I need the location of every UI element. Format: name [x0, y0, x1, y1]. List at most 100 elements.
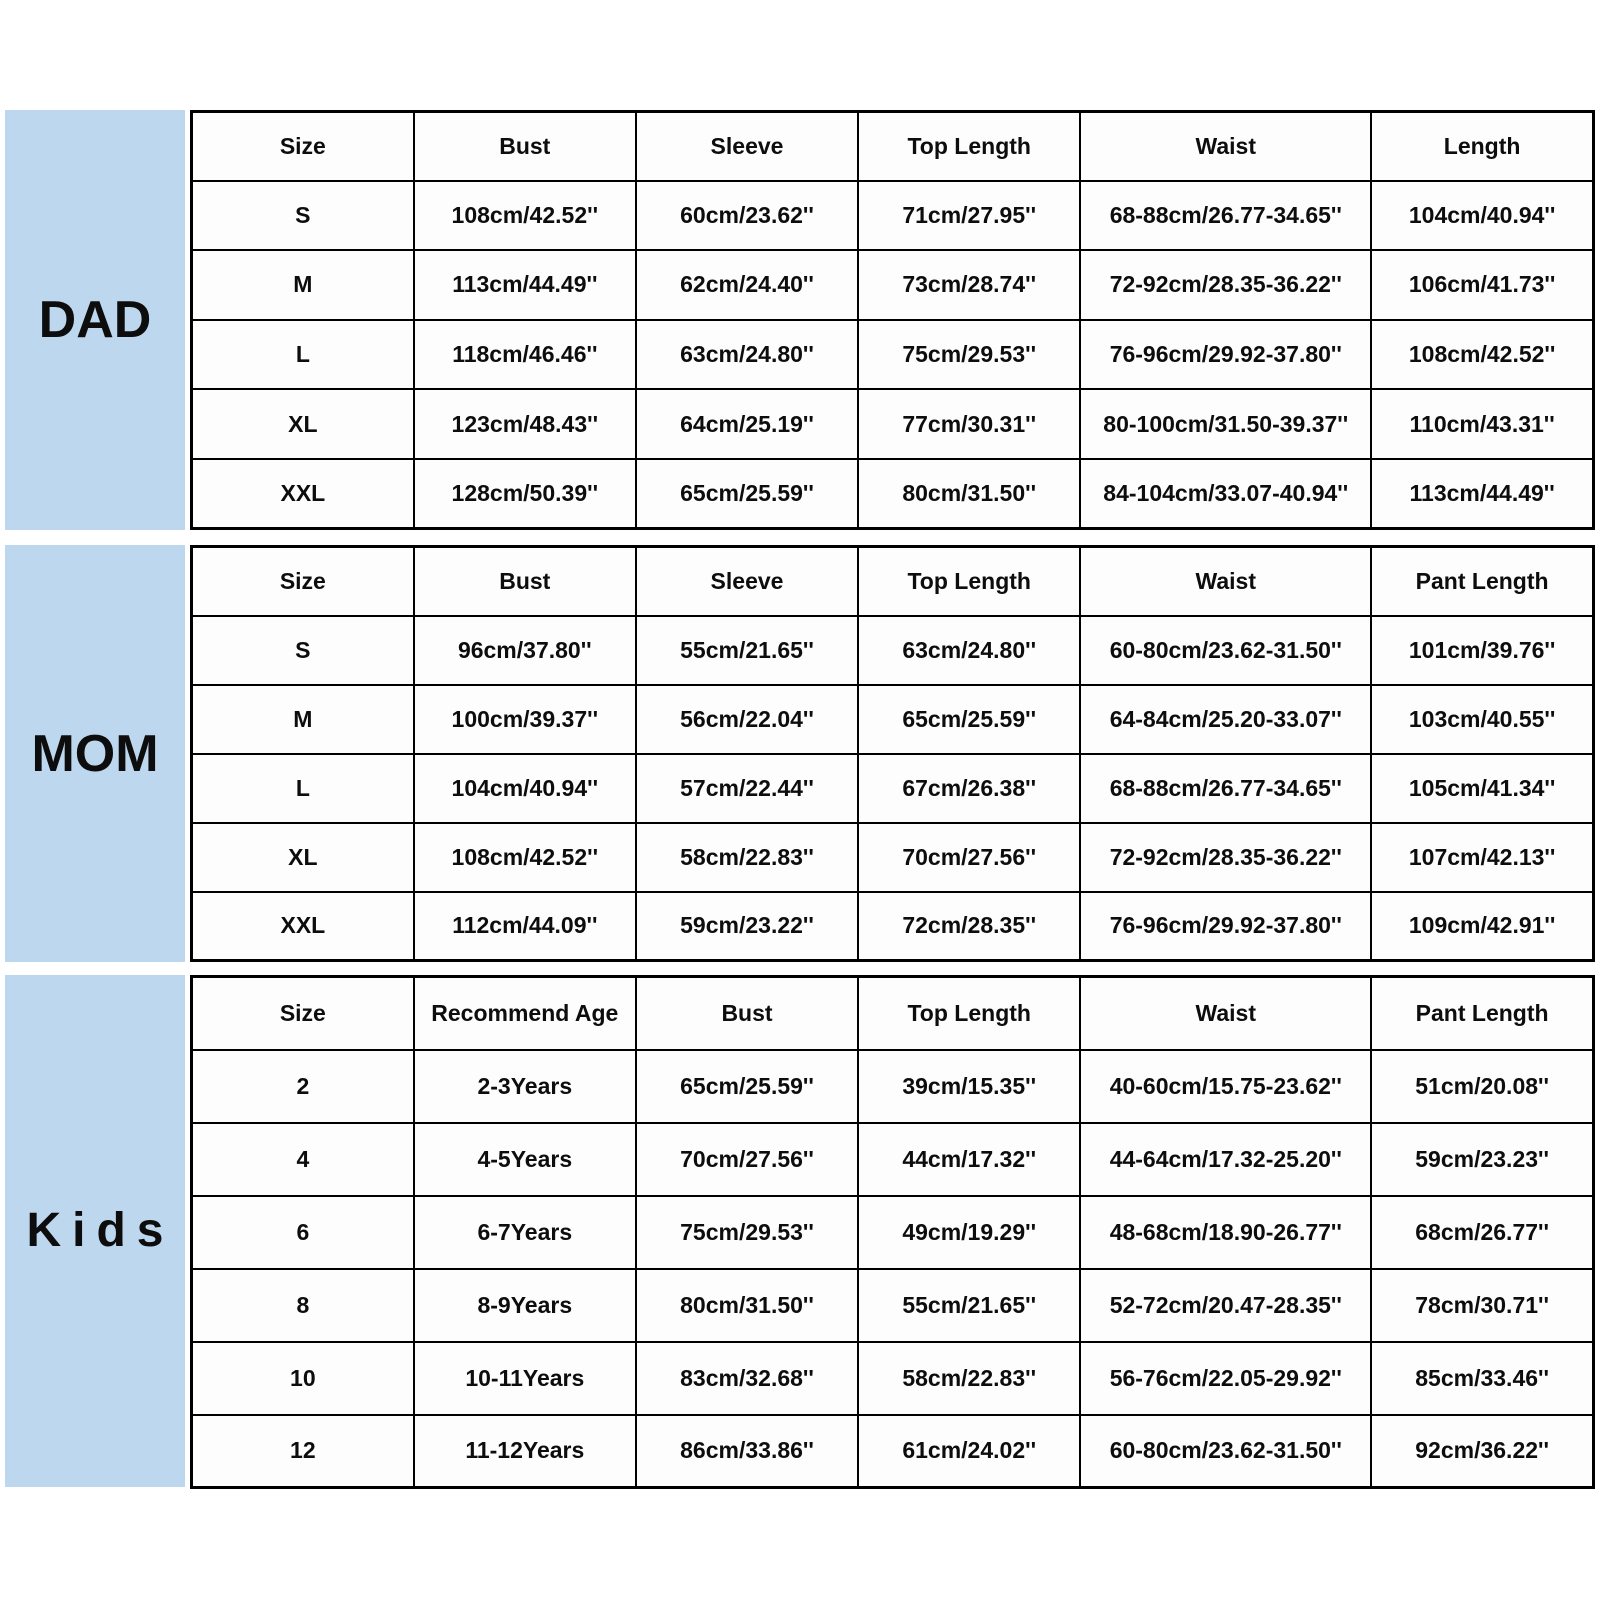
column-header: Bust: [634, 975, 860, 1051]
measurement-cell: 44cm/17.32'': [857, 1121, 1082, 1197]
column-header: Pant Length: [1370, 975, 1595, 1051]
table-row: S 96cm/37.80'' 55cm/21.65'' 63cm/24.80'' 60-…: [190, 614, 1595, 686]
measurement-cell: 52-72cm/20.47-28.35'': [1079, 1267, 1373, 1343]
measurement-cell: 58cm/22.83'': [634, 821, 860, 893]
table-row: 12 11-12Years 86cm/33.86'' 61cm/24.02'' 60-8…: [190, 1413, 1595, 1489]
table-row: XL 123cm/48.43'' 64cm/25.19'' 77cm/30.31'' 8…: [190, 388, 1595, 460]
measurement-cell: 104cm/40.94'': [412, 752, 637, 824]
measurement-cell: 64cm/25.19'': [634, 388, 860, 460]
measurement-cell: 65cm/25.59'': [634, 1048, 860, 1124]
measurement-cell: 128cm/50.39'': [412, 457, 637, 530]
kids-label: Kids: [26, 1204, 175, 1257]
measurement-cell: 64-84cm/25.20-33.07'': [1079, 683, 1373, 755]
size-cell: 4: [190, 1121, 415, 1197]
measurement-cell: 73cm/28.74'': [857, 249, 1082, 321]
table-row: 2 2-3Years 65cm/25.59'' 39cm/15.35'' 40-60cm…: [190, 1048, 1595, 1124]
column-header: Sleeve: [634, 545, 860, 617]
measurement-cell: 100cm/39.37'': [412, 683, 637, 755]
table-row: L 118cm/46.46'' 63cm/24.80'' 75cm/29.53'' 76…: [190, 318, 1595, 391]
table-row: 6 6-7Years 75cm/29.53'' 49cm/19.29'' 48-68cm…: [190, 1194, 1595, 1270]
measurement-cell: 68cm/26.77'': [1370, 1194, 1595, 1270]
measurement-cell: 56-76cm/22.05-29.92'': [1079, 1340, 1373, 1416]
size-cell: S: [190, 614, 415, 686]
column-header: Top Length: [857, 975, 1082, 1051]
measurement-cell: 103cm/40.55'': [1370, 683, 1595, 755]
measurement-cell: 113cm/44.49'': [1370, 457, 1595, 530]
size-cell: XL: [190, 388, 415, 460]
measurement-cell: 60-80cm/23.62-31.50'': [1079, 1413, 1373, 1489]
measurement-cell: 72-92cm/28.35-36.22'': [1079, 249, 1373, 321]
measurement-cell: 44-64cm/17.32-25.20'': [1079, 1121, 1373, 1197]
measurement-cell: 108cm/42.52'': [412, 179, 637, 252]
measurement-cell: 118cm/46.46'': [412, 318, 637, 391]
table-row: XL 108cm/42.52'' 58cm/22.83'' 70cm/27.56'' 7…: [190, 821, 1595, 893]
measurement-cell: 60cm/23.62'': [634, 179, 860, 252]
table-row: XXL 112cm/44.09'' 59cm/23.22'' 72cm/28.35''…: [190, 890, 1595, 962]
measurement-cell: 109cm/42.91'': [1370, 890, 1595, 962]
measurement-cell: 70cm/27.56'': [857, 821, 1082, 893]
column-header: Top Length: [857, 545, 1082, 617]
measurement-cell: 59cm/23.23'': [1370, 1121, 1595, 1197]
size-cell: 8: [190, 1267, 415, 1343]
column-header: Size: [190, 110, 415, 182]
measurement-cell: 110cm/43.31'': [1370, 388, 1595, 460]
measurement-cell: 58cm/22.83'': [857, 1340, 1082, 1416]
table-row: 4 4-5Years 70cm/27.56'' 44cm/17.32'' 44-64cm…: [190, 1121, 1595, 1197]
size-cell: 12: [190, 1413, 415, 1489]
measurement-cell: 106cm/41.73'': [1370, 249, 1595, 321]
measurement-cell: 55cm/21.65'': [634, 614, 860, 686]
measurement-cell: 57cm/22.44'': [634, 752, 860, 824]
measurement-cell: 105cm/41.34'': [1370, 752, 1595, 824]
measurement-cell: 61cm/24.02'': [857, 1413, 1082, 1489]
size-cell: 10: [190, 1340, 415, 1416]
size-cell: M: [190, 683, 415, 755]
measurement-cell: 40-60cm/15.75-23.62'': [1079, 1048, 1373, 1124]
mom-size-table: Size Bust Sleeve Top Length Waist Pant Length…: [190, 545, 1595, 962]
measurement-cell: 108cm/42.52'': [412, 821, 637, 893]
measurement-cell: 80cm/31.50'': [857, 457, 1082, 530]
section-kids: Kids Size Recommend Age Bust Top Length Wais…: [5, 975, 1595, 1489]
measurement-cell: 86cm/33.86'': [634, 1413, 860, 1489]
measurement-cell: 72-92cm/28.35-36.22'': [1079, 821, 1373, 893]
mom-label-panel: MOM: [5, 545, 185, 962]
table-row: S 108cm/42.52'' 60cm/23.62'' 71cm/27.95'' 68…: [190, 179, 1595, 252]
header-row: Size Bust Sleeve Top Length Waist Length: [190, 110, 1595, 182]
measurement-cell: 75cm/29.53'': [634, 1194, 860, 1270]
measurement-cell: 84-104cm/33.07-40.94'': [1079, 457, 1373, 530]
dad-size-table: Size Bust Sleeve Top Length Waist Length S 108…: [190, 110, 1595, 530]
measurement-cell: 6-7Years: [412, 1194, 637, 1270]
measurement-cell: 4-5Years: [412, 1121, 637, 1197]
kids-size-table: Size Recommend Age Bust Top Length Waist Pant…: [190, 975, 1595, 1489]
measurement-cell: 80cm/31.50'': [634, 1267, 860, 1343]
measurement-cell: 63cm/24.80'': [634, 318, 860, 391]
table-row: 8 8-9Years 80cm/31.50'' 55cm/21.65'' 52-72cm…: [190, 1267, 1595, 1343]
column-header: Size: [190, 545, 415, 617]
column-header: Sleeve: [634, 110, 860, 182]
measurement-cell: 71cm/27.95'': [857, 179, 1082, 252]
measurement-cell: 92cm/36.22'': [1370, 1413, 1595, 1489]
size-cell: XXL: [190, 890, 415, 962]
measurement-cell: 48-68cm/18.90-26.77'': [1079, 1194, 1373, 1270]
section-dad: DAD Size Bust Sleeve Top Length Waist Length …: [5, 110, 1595, 530]
measurement-cell: 8-9Years: [412, 1267, 637, 1343]
measurement-cell: 76-96cm/29.92-37.80'': [1079, 890, 1373, 962]
kids-label-panel: Kids: [5, 975, 185, 1487]
measurement-cell: 70cm/27.56'': [634, 1121, 860, 1197]
measurement-cell: 49cm/19.29'': [857, 1194, 1082, 1270]
measurement-cell: 72cm/28.35'': [857, 890, 1082, 962]
measurement-cell: 11-12Years: [412, 1413, 637, 1489]
table-row: L 104cm/40.94'' 57cm/22.44'' 67cm/26.38'' 68…: [190, 752, 1595, 824]
measurement-cell: 51cm/20.08'': [1370, 1048, 1595, 1124]
size-cell: 2: [190, 1048, 415, 1124]
size-cell: L: [190, 318, 415, 391]
table-row: M 100cm/39.37'' 56cm/22.04'' 65cm/25.59'' 64…: [190, 683, 1595, 755]
size-cell: XXL: [190, 457, 415, 530]
measurement-cell: 39cm/15.35'': [857, 1048, 1082, 1124]
measurement-cell: 76-96cm/29.92-37.80'': [1079, 318, 1373, 391]
measurement-cell: 80-100cm/31.50-39.37'': [1079, 388, 1373, 460]
measurement-cell: 60-80cm/23.62-31.50'': [1079, 614, 1373, 686]
measurement-cell: 104cm/40.94'': [1370, 179, 1595, 252]
measurement-cell: 112cm/44.09'': [412, 890, 637, 962]
measurement-cell: 75cm/29.53'': [857, 318, 1082, 391]
